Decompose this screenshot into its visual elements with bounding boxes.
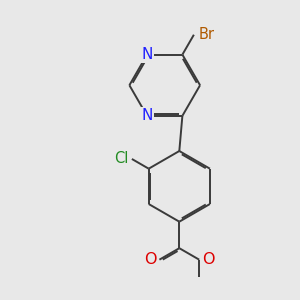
Text: N: N bbox=[141, 108, 153, 123]
Text: O: O bbox=[202, 252, 214, 267]
Text: N: N bbox=[141, 47, 153, 62]
Text: Br: Br bbox=[198, 27, 214, 42]
Text: O: O bbox=[144, 252, 157, 267]
Text: Cl: Cl bbox=[114, 152, 128, 166]
